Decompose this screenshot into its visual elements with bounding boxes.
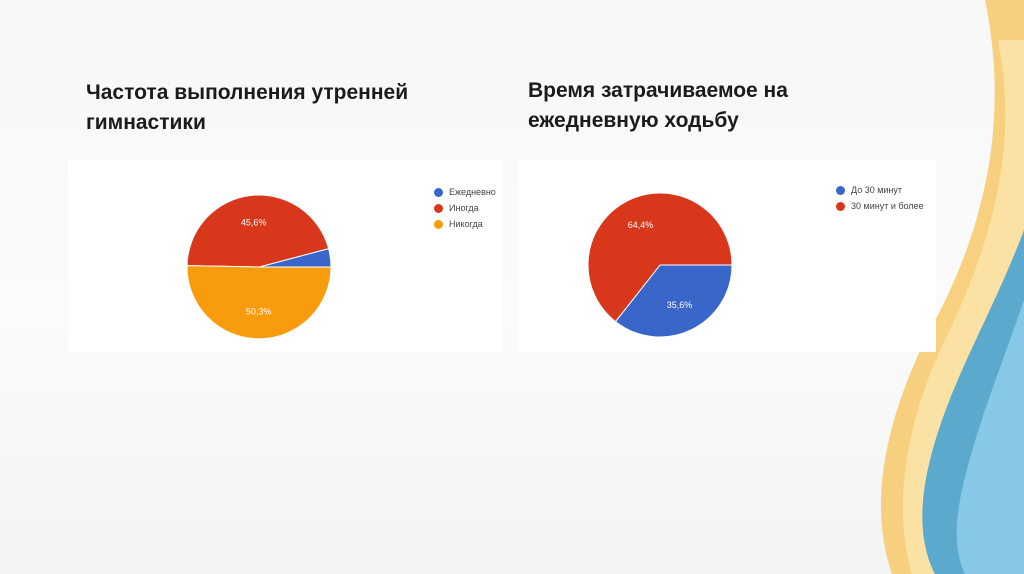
legend-swatch xyxy=(836,201,845,211)
legend-swatch xyxy=(434,187,443,197)
legend-item: Никогда xyxy=(434,216,496,232)
chart-title-daily-walking: Время затрачиваемое на ежедневную ходьбу xyxy=(528,79,788,132)
legend-label: Никогда xyxy=(449,219,483,229)
slice-data-label: 35,6% xyxy=(667,300,693,310)
legend-label: 30 минут и более xyxy=(851,201,924,211)
pie-slice xyxy=(186,265,332,340)
pie-slice xyxy=(614,264,733,338)
pie-slice xyxy=(587,192,733,323)
legend-item: До 30 минут xyxy=(836,182,924,198)
legend-label: До 30 минут xyxy=(851,185,903,195)
legend-daily-walking: До 30 минут 30 минут и более xyxy=(836,182,924,214)
slice-data-label: 64,4% xyxy=(628,220,654,230)
chart-title-morning-exercise: Частота выполнения утренней гимнастики xyxy=(86,81,409,134)
decor-wave-blue xyxy=(922,230,1024,574)
pie-chart-daily-walking: 35,6% 64,4% xyxy=(587,192,733,338)
legend-label: Ежедневно xyxy=(449,187,496,197)
slice-data-label: 50,3% xyxy=(246,307,272,317)
legend-morning-exercise: Ежедневно Иногда Никогда xyxy=(434,184,496,232)
legend-swatch xyxy=(434,219,443,229)
pie-slice xyxy=(186,194,330,268)
chart-panel-daily-walking: 35,6% 64,4% До 30 минут 30 минут и более xyxy=(518,160,936,352)
legend-item: 30 минут и более xyxy=(836,198,924,214)
legend-swatch xyxy=(836,185,845,195)
legend-item: Иногда xyxy=(434,200,496,216)
slice-data-label: 45,6% xyxy=(241,218,267,228)
legend-swatch xyxy=(434,203,443,213)
legend-item: Ежедневно xyxy=(434,184,496,200)
chart-panel-morning-exercise: 45,6% 50,3% Ежедневно Иногда Никогда xyxy=(68,160,502,352)
pie-chart-morning-exercise: 45,6% 50,3% xyxy=(186,194,332,340)
decor-wave-lightblue xyxy=(956,300,1024,574)
legend-label: Иногда xyxy=(449,203,479,213)
